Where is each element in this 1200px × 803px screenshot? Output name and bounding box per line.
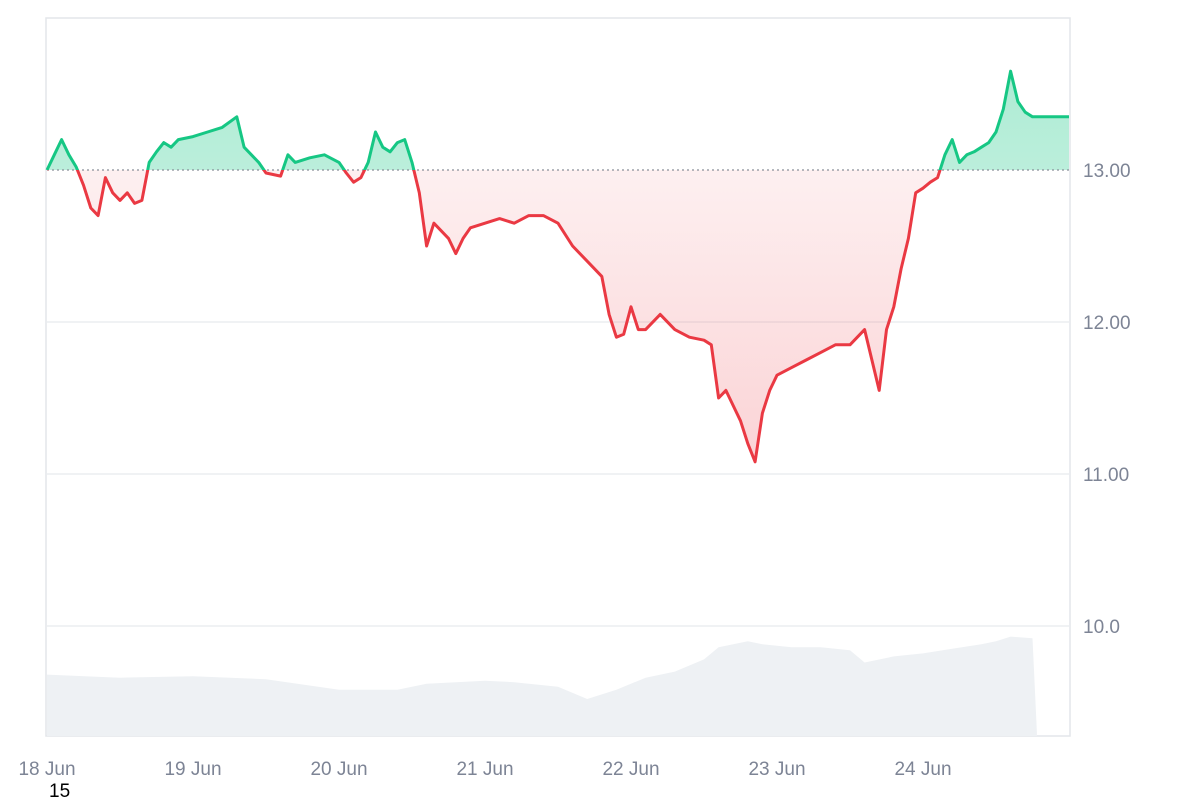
x-tick-label: 23 Jun (748, 759, 805, 780)
plot-frame (45, 17, 1071, 737)
x-tick-label: 20 Jun (310, 759, 367, 780)
y-tick-label: 10.0 (1083, 617, 1120, 638)
x-axis: 18 Jun 19 Jun 20 Jun 21 Jun 22 Jun 23 Jun 24 J… (18, 759, 951, 780)
area-above-baseline (47, 71, 1069, 170)
x-tick-label: 18 Jun (18, 759, 75, 780)
x-tick-label: 24 Jun (894, 759, 951, 780)
x-tick-label: 19 Jun (164, 759, 221, 780)
volume-area (47, 636, 1037, 736)
y-tick-label: 13.00 (1083, 161, 1131, 182)
corner-label: 15 (49, 781, 71, 802)
area-below-baseline (47, 170, 1069, 462)
gridlines (47, 321, 1069, 627)
x-tick-label: 21 Jun (456, 759, 513, 780)
y-axis: 13.00 12.00 11.00 10.0 (1083, 161, 1131, 638)
price-line-above-baseline (45, 69, 1069, 170)
y-tick-label: 11.00 (1083, 465, 1129, 486)
x-tick-label: 22 Jun (602, 759, 659, 780)
y-tick-label: 12.00 (1083, 313, 1131, 334)
price-line-below-baseline (47, 170, 942, 464)
